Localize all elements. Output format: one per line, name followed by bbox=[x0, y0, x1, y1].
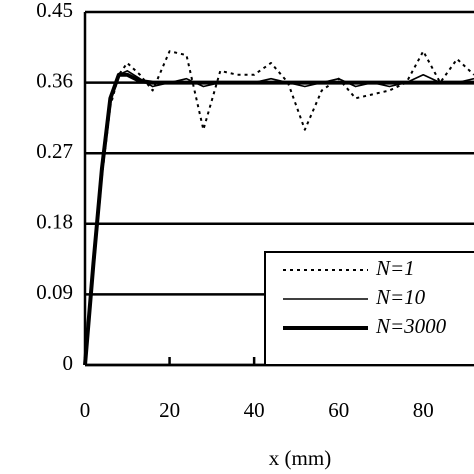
legend-label: N=10 bbox=[375, 285, 426, 309]
x-tick-label: 20 bbox=[159, 398, 180, 422]
y-tick-label: 0 bbox=[63, 351, 74, 375]
x-axis-label: x (mm) bbox=[269, 446, 331, 470]
legend-box bbox=[264, 251, 474, 366]
series-line bbox=[83, 72, 474, 366]
y-tick-label: 0.09 bbox=[36, 280, 73, 304]
y-tick-label: 0.18 bbox=[36, 210, 73, 234]
y-tick-label: 0.36 bbox=[36, 68, 73, 92]
x-tick-label: 0 bbox=[80, 398, 91, 422]
x-tick-label: 60 bbox=[328, 398, 349, 422]
y-tick-label: 0.27 bbox=[36, 139, 73, 163]
x-tick-label: 80 bbox=[413, 398, 434, 422]
legend-label: N=3000 bbox=[375, 314, 447, 338]
y-tick-label: 0.45 bbox=[36, 0, 73, 22]
series-line bbox=[84, 50, 474, 366]
x-tick-label: 40 bbox=[244, 398, 265, 422]
legend-label: N=1 bbox=[375, 256, 415, 280]
